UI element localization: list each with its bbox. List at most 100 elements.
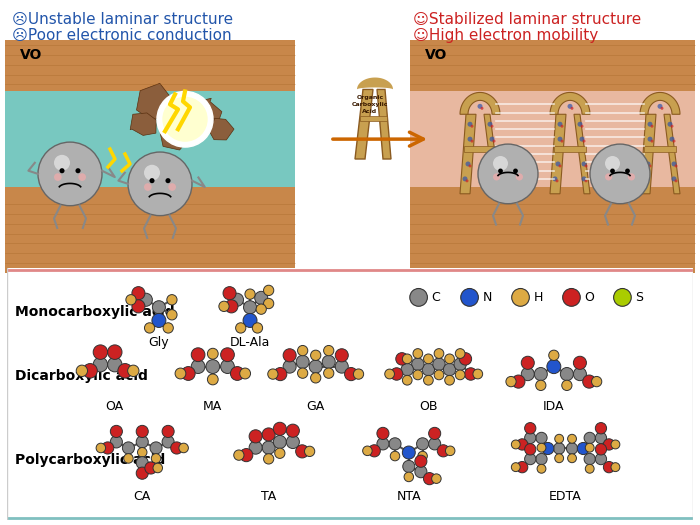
Circle shape [611,463,620,471]
Circle shape [524,432,536,444]
Circle shape [568,454,576,463]
Circle shape [455,349,465,359]
Circle shape [643,176,648,181]
Circle shape [207,348,218,359]
Circle shape [561,125,564,128]
Polygon shape [189,98,222,128]
Circle shape [311,373,321,383]
Text: IDA: IDA [543,400,565,413]
Circle shape [150,442,162,454]
Circle shape [402,446,415,459]
Circle shape [657,104,662,109]
Circle shape [669,136,675,142]
Polygon shape [377,89,391,159]
Text: GA: GA [307,400,325,413]
Text: H: H [533,291,542,304]
Circle shape [578,122,582,127]
FancyBboxPatch shape [5,40,295,94]
Circle shape [175,368,186,379]
Circle shape [559,164,561,167]
Circle shape [111,436,122,448]
Polygon shape [574,114,590,194]
Circle shape [438,445,449,457]
Circle shape [487,122,493,127]
Circle shape [434,349,444,359]
Circle shape [391,452,400,461]
Circle shape [554,443,565,454]
Circle shape [465,368,477,380]
Circle shape [454,358,466,371]
Circle shape [584,454,595,465]
Circle shape [145,462,157,474]
Circle shape [111,425,122,437]
Polygon shape [554,146,586,152]
Circle shape [552,176,557,181]
Circle shape [585,443,594,452]
Circle shape [415,466,427,478]
Circle shape [93,358,108,372]
FancyBboxPatch shape [410,40,695,94]
Circle shape [253,323,262,333]
Circle shape [309,360,322,373]
Circle shape [240,448,253,461]
Circle shape [434,370,444,380]
Circle shape [137,447,147,457]
Circle shape [234,450,244,460]
Circle shape [582,176,587,181]
Circle shape [286,435,300,448]
Circle shape [582,162,587,166]
Circle shape [225,300,238,313]
Circle shape [561,368,573,381]
Circle shape [132,287,145,300]
Circle shape [402,354,412,364]
Circle shape [547,360,561,374]
Circle shape [493,156,508,171]
Circle shape [563,289,580,306]
Circle shape [273,435,286,448]
Circle shape [466,162,470,166]
Circle shape [179,443,188,453]
Circle shape [614,289,631,306]
Circle shape [274,448,285,458]
Circle shape [118,363,132,378]
Text: Gly: Gly [148,336,169,349]
Circle shape [585,464,594,473]
Circle shape [517,439,528,450]
Circle shape [144,165,160,181]
Circle shape [463,176,468,181]
Circle shape [283,360,296,373]
Circle shape [645,180,648,182]
Circle shape [573,368,587,381]
Circle shape [491,162,496,166]
Circle shape [354,369,363,379]
Circle shape [517,461,528,473]
Circle shape [76,168,80,173]
Text: C: C [431,291,440,304]
Circle shape [206,360,220,373]
Circle shape [323,345,334,356]
Circle shape [556,180,559,182]
Circle shape [542,443,554,455]
Circle shape [489,136,494,142]
Circle shape [595,454,607,465]
Circle shape [108,345,122,360]
Circle shape [424,375,433,385]
Circle shape [582,140,585,143]
Circle shape [136,425,148,437]
Circle shape [611,440,620,449]
Circle shape [568,104,573,109]
Circle shape [473,369,482,379]
Text: O: O [584,291,594,304]
Circle shape [322,355,335,369]
Circle shape [249,441,262,454]
Polygon shape [360,116,387,121]
Circle shape [549,350,559,361]
Circle shape [477,104,482,109]
Circle shape [424,472,435,485]
Circle shape [283,349,296,362]
Circle shape [444,375,454,385]
Circle shape [108,358,122,372]
Circle shape [494,164,498,167]
Polygon shape [136,83,172,120]
Polygon shape [640,114,656,194]
